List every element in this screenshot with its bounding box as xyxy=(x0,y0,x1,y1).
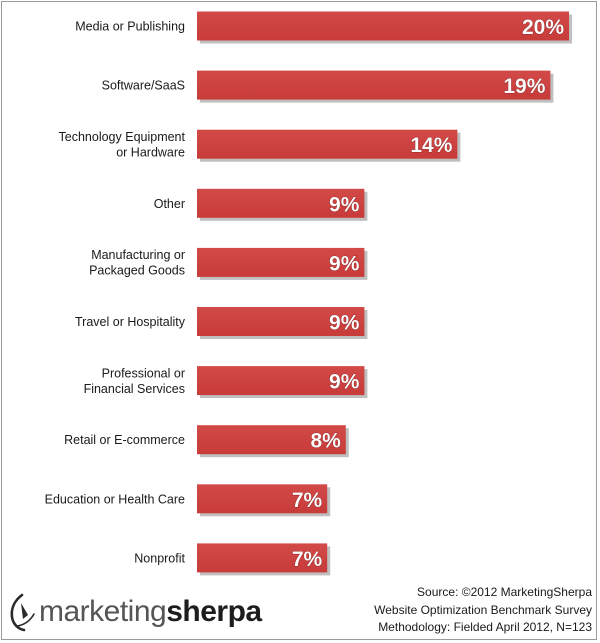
category-label: Professional or Financial Services xyxy=(84,366,185,396)
bar xyxy=(197,543,328,573)
category-label: Technology Equipment or Hardware xyxy=(59,130,186,160)
bar xyxy=(197,484,328,514)
value-label: 7% xyxy=(292,489,323,512)
bar xyxy=(197,366,365,396)
bar-chart: Media or Publishing Software/SaaS Technolo… xyxy=(45,11,572,576)
category-label: Manufacturing or Packaged Goods xyxy=(89,248,185,278)
source-line-2: Website Optimization Benchmark Survey xyxy=(374,602,592,617)
brand-logo: marketingsherpa xyxy=(8,590,262,634)
bar xyxy=(197,11,569,41)
category-label: Education or Health Care xyxy=(45,492,185,506)
marketingsherpa-logo-icon xyxy=(10,593,35,632)
brand-text-marketing: marketing xyxy=(39,595,167,628)
value-label: 20% xyxy=(522,16,564,39)
value-label: 9% xyxy=(329,371,360,394)
value-label: 7% xyxy=(292,548,323,571)
value-label: 9% xyxy=(329,193,360,216)
brand-text-sherpa: sherpa xyxy=(166,595,262,628)
value-label: 8% xyxy=(310,430,341,453)
source-line-1: Source: ©2012 MarketingSherpa xyxy=(417,585,592,599)
category-label: Travel or Hospitality xyxy=(75,315,186,329)
value-label: 9% xyxy=(329,312,360,335)
category-label: Nonprofit xyxy=(134,551,185,565)
category-label: Other xyxy=(154,197,185,211)
value-label: 9% xyxy=(329,252,360,275)
bar xyxy=(197,247,365,277)
bar xyxy=(197,425,346,455)
category-label: Software/SaaS xyxy=(102,79,185,93)
category-label: Media or Publishing xyxy=(75,20,185,34)
source-note: Source: ©2012 MarketingSherpa Website Op… xyxy=(374,584,592,637)
bar xyxy=(197,307,365,336)
bar xyxy=(197,129,458,159)
value-label: 19% xyxy=(503,75,545,98)
bar xyxy=(197,188,365,218)
value-label: 14% xyxy=(410,134,452,157)
category-label: Retail or E-commerce xyxy=(64,433,185,447)
bar xyxy=(197,70,551,100)
source-line-3: Methodology: Fielded April 2012, N=123 xyxy=(378,620,592,634)
